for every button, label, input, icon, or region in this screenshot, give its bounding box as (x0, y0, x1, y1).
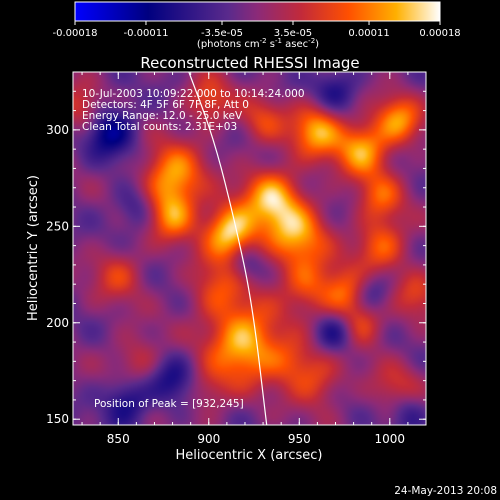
x-tick-label: 1000 (375, 432, 406, 446)
x-tick-label: 950 (288, 432, 311, 446)
y-tick-label: 150 (46, 412, 69, 426)
info-text: 10-Jul-2003 10:09:22.000 to 10:14:24.000… (82, 88, 305, 410)
colorbar-gradient (74, 1, 441, 22)
x-axis-label: Heliocentric X (arcsec) (176, 448, 323, 463)
x-tick-label: 850 (107, 432, 130, 446)
solar-limb-curve (188, 72, 268, 425)
colorbar-tick-labels: -0.00018 -0.00011 -3.5e-05 3.5e-05 0.00011 0.… (53, 28, 461, 39)
colorbar-tick-label: -3.5e-05 (201, 28, 243, 39)
x-tick-label: 900 (197, 432, 220, 446)
peak-position-label: Position of Peak = [932,245] (94, 398, 244, 410)
y-tick-label: 300 (46, 123, 69, 137)
info-line-4: Clean Total counts: 2.31E+03 (82, 121, 237, 133)
colorbar-tick-label: -0.00018 (53, 28, 98, 39)
colorbar-tick-label: 3.5e-05 (274, 28, 312, 39)
y-axis-ticks (73, 71, 426, 420)
chart-title: Reconstructed RHESSI Image (140, 54, 359, 72)
y-tick-label: 250 (46, 219, 69, 233)
info-line-2: Detectors: 4F 5F 6F 7F 8F, Att 0 (82, 99, 249, 111)
y-axis-label: Heliocentric Y (arcsec) (26, 175, 41, 321)
heatmap-image (73, 72, 426, 425)
timestamp: 24-May-2013 20:08 (394, 485, 497, 497)
info-line-1: 10-Jul-2003 10:09:22.000 to 10:14:24.000 (82, 88, 305, 100)
x-axis-tick-labels: 850 900 950 1000 (107, 432, 405, 446)
y-tick-label: 200 (46, 316, 69, 330)
info-line-3: Energy Range: 12.0 - 25.0 keV (82, 110, 243, 122)
colorbar: -0.00018 -0.00011 -3.5e-05 3.5e-05 0.00011 0.… (53, 1, 461, 50)
colorbar-tick-label: 0.00011 (348, 28, 389, 39)
colorbar-ticks (74, 21, 441, 25)
plot-frame (72, 71, 427, 426)
y-axis-tick-labels: 150 200 250 300 (46, 123, 69, 426)
colorbar-tick-label: -0.00011 (123, 28, 168, 39)
x-axis-ticks (81, 72, 427, 425)
colorbar-tick-label: 0.00018 (419, 28, 460, 39)
colorbar-unit: (photons cm-2 s-1 asec-2) (197, 37, 319, 50)
